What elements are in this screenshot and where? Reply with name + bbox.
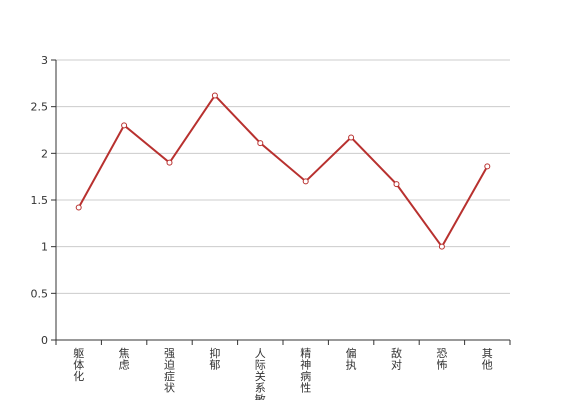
data-point	[166, 159, 173, 166]
x-tick-label: 焦虑	[119, 347, 130, 372]
data-point	[438, 243, 445, 250]
data-point	[302, 178, 309, 185]
y-tick-label: 0.5	[31, 287, 49, 300]
y-tick-label: 1.5	[31, 194, 49, 207]
data-point	[348, 134, 355, 141]
y-tick-label: 0	[41, 334, 48, 347]
series-line	[77, 93, 489, 249]
data-point	[484, 163, 491, 170]
y-axis-ticks: 0 0.5 1 1.5 2 2.5 3	[31, 54, 56, 347]
x-axis-ticks: 躯体化 焦虑 强迫症状 抑郁 人际关系敏感 精神病性 偏执 敌对 恐怖 其他	[55, 340, 511, 400]
x-tick-label: 人际关系敏感	[255, 347, 266, 400]
x-tick-label: 偏执	[346, 346, 357, 372]
x-tick-label: 躯体化	[73, 347, 84, 383]
x-tick-label: 强迫症状	[164, 347, 175, 395]
y-tick-label: 3	[41, 54, 48, 67]
data-point	[393, 181, 400, 188]
y-tick-label: 1	[41, 241, 48, 254]
data-point	[75, 204, 82, 211]
data-point	[211, 92, 218, 99]
x-tick-label: 敌对	[391, 346, 402, 372]
y-tick-label: 2	[41, 147, 48, 160]
grid	[56, 59, 510, 294]
x-tick-label: 精神病性	[300, 347, 311, 395]
data-point	[257, 140, 264, 147]
data-point	[121, 122, 128, 129]
y-tick-label: 2.5	[31, 101, 49, 114]
series	[75, 92, 491, 250]
x-tick-label: 抑郁	[209, 346, 220, 372]
x-tick-label: 其他	[482, 347, 493, 372]
x-tick-label: 恐怖	[436, 347, 447, 372]
